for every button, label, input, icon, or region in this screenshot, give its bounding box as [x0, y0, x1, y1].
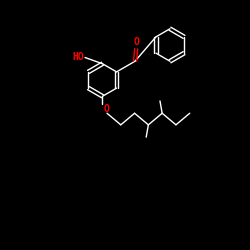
Text: HO: HO: [72, 52, 84, 62]
Text: O: O: [104, 104, 110, 114]
Text: O: O: [133, 38, 139, 48]
